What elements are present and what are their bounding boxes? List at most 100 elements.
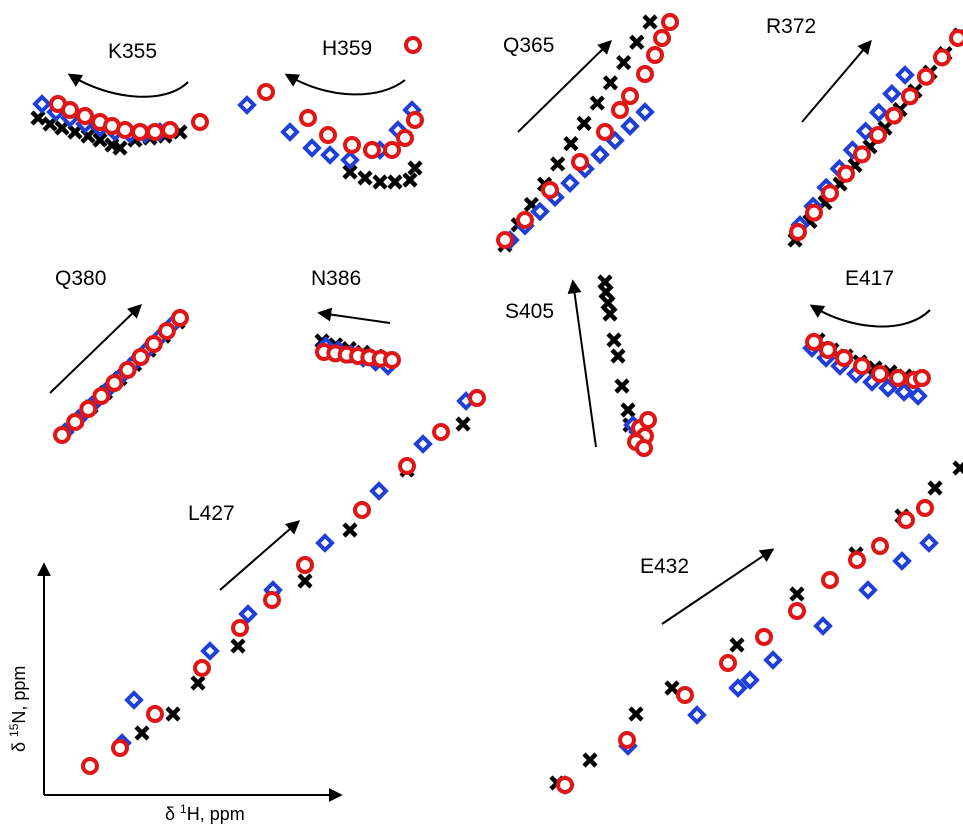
q365-titration-point-black [589, 95, 605, 111]
e432-titration-point-red [871, 537, 889, 555]
e417-titration-point-red [889, 369, 907, 387]
q365-titration-point-black [602, 75, 619, 91]
q380-titration-point-red [131, 348, 150, 366]
l427-titration-point-black [134, 725, 150, 741]
panel-label-k355: K355 [108, 40, 157, 63]
panel-label-e417: E417 [845, 267, 894, 290]
l427-titration-point-red [468, 389, 486, 407]
l427-titration-point-black [165, 706, 181, 722]
k355-titration-point-black [30, 110, 46, 126]
e432-titration-point-red [848, 551, 866, 569]
k355-titration-point-red [76, 107, 94, 125]
arrow-h359 [284, 73, 406, 96]
l427-titration-point-red [81, 757, 99, 775]
panel-label-h359: H359 [322, 37, 372, 60]
s405-titration-point-black [620, 402, 636, 418]
q365-titration-point-red [571, 153, 589, 171]
panel-label-q380: Q380 [55, 267, 106, 290]
k355-titration-point-black [112, 140, 128, 156]
h359-titration-point-red [383, 141, 401, 159]
panel-label-q365: Q365 [503, 34, 554, 57]
k355-titration-point-blue [32, 94, 52, 114]
s405-titration-point-black [600, 295, 616, 311]
q365-titration-point-black [563, 136, 579, 152]
h359-titration-point-red [404, 36, 422, 54]
k355-titration-point-red [146, 123, 164, 141]
l427-titration-point-red [398, 457, 416, 475]
h359-titration-point-blue [320, 145, 340, 165]
q365-titration-point-red [496, 231, 514, 249]
h359-titration-point-black [402, 172, 418, 188]
q365-titration-point-black [550, 156, 566, 172]
s405-titration-point-red [635, 439, 653, 457]
r372-titration-point-red [901, 87, 919, 106]
q365-titration-point-black [642, 14, 658, 30]
h359-titration-point-red [257, 83, 275, 101]
e432-titration-point-red [618, 731, 636, 749]
l427-titration-point-red [111, 739, 129, 757]
arrow-e417 [809, 304, 931, 328]
q365-titration-point-red [636, 65, 654, 83]
arrow-q380 [49, 304, 143, 394]
s405-titration-point-black [598, 284, 614, 300]
r372-titration-point-blue [868, 102, 889, 123]
h359-titration-point-red [406, 111, 424, 129]
panel-label-r372: R372 [766, 15, 816, 38]
arrow-q365 [517, 40, 613, 133]
y-axis-label: δ 15N, ppm [7, 666, 29, 752]
r372-titration-point-red [917, 67, 935, 86]
r372-titration-point-blue [882, 83, 902, 104]
e432-titration-point-blue [858, 580, 878, 600]
e432-titration-point-blue [813, 616, 833, 636]
k355-titration-point-black [54, 120, 70, 136]
panel-label-e432: E432 [640, 555, 689, 578]
l427-titration-point-red [353, 501, 371, 519]
q380-titration-point-red [171, 309, 189, 327]
h359-titration-point-black [372, 174, 388, 190]
e432-titration-point-red [788, 602, 806, 620]
q365-titration-point-blue [635, 102, 655, 122]
panel-label-n386: N386 [311, 267, 361, 290]
l427-titration-point-blue [369, 481, 389, 501]
r372-titration-point-red [885, 106, 903, 125]
e432-titration-point-red [821, 571, 839, 589]
q365-titration-point-red [611, 101, 629, 119]
l427-titration-point-red [432, 423, 450, 441]
r372-titration-point-red [837, 164, 855, 183]
e432-titration-point-blue [892, 551, 912, 571]
e432-titration-point-blue [687, 705, 707, 725]
arrow-s405 [567, 279, 597, 448]
h359-titration-point-blue [280, 122, 300, 142]
r372-titration-point-red [821, 184, 839, 203]
r372-titration-point-red [933, 48, 951, 67]
q380-titration-point-red [105, 374, 124, 392]
r372-titration-point-red [853, 145, 871, 164]
panel-label-s405: S405 [505, 300, 554, 323]
h359-titration-point-blue [302, 138, 322, 158]
e432-titration-point-black [927, 480, 943, 496]
e432-titration-point-red [719, 654, 737, 672]
e417-titration-point-red [819, 341, 837, 359]
e417-titration-point-red [913, 369, 931, 387]
e432-titration-point-blue [919, 533, 939, 553]
e432-titration-point-blue [728, 678, 748, 698]
s405-titration-point-red [639, 411, 657, 429]
arrow-l427 [219, 520, 301, 591]
q380-titration-point-red [118, 361, 137, 379]
e432-titration-point-red [676, 686, 694, 704]
k355-titration-point-red [116, 121, 134, 139]
e432-titration-point-black [664, 680, 680, 696]
r372-titration-point-red [805, 203, 823, 222]
e432-titration-point-blue [740, 670, 760, 690]
r372-titration-point-blue [895, 65, 915, 85]
e432-titration-point-blue [763, 650, 783, 670]
e432-titration-point-black [952, 460, 963, 476]
arrow-r372 [801, 39, 872, 123]
q365-titration-point-red [621, 87, 639, 105]
q365-titration-point-black [616, 54, 632, 71]
k355-titration-point-red [191, 113, 209, 131]
l427-titration-point-black [190, 675, 206, 691]
e417-titration-point-red [805, 333, 823, 351]
h359-titration-point-black [357, 170, 373, 186]
